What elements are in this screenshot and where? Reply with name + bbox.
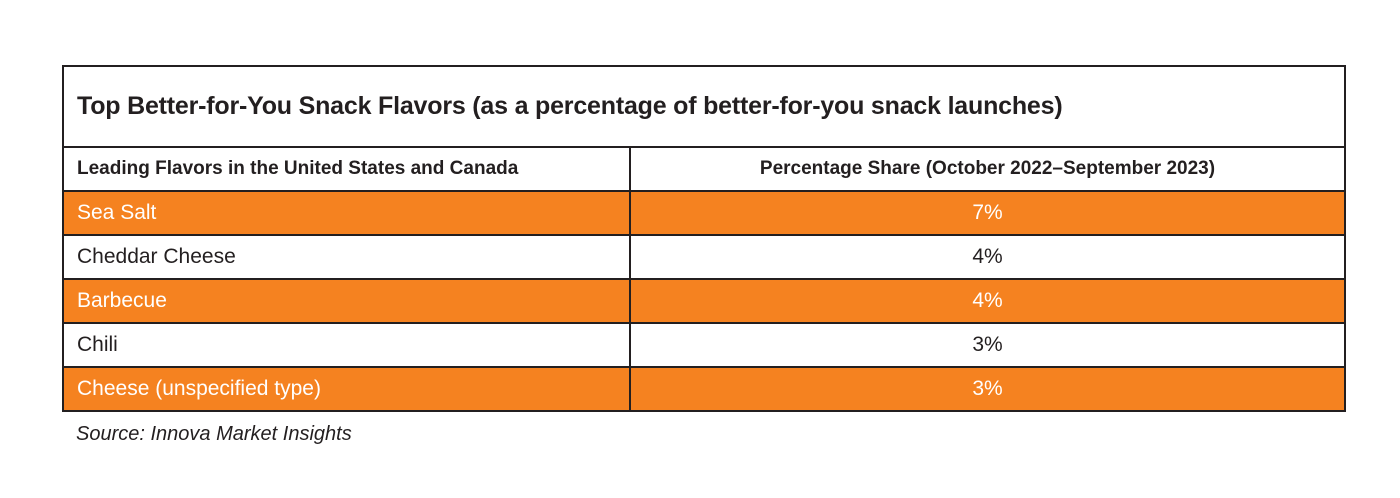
table-header-row: Leading Flavors in the United States and…	[64, 148, 1344, 192]
table-title-bar: Top Better-for-You Snack Flavors (as a p…	[64, 67, 1344, 148]
table-row: Sea Salt 7%	[64, 192, 1344, 236]
flavor-cell: Barbecue	[77, 289, 167, 312]
table-title: Top Better-for-You Snack Flavors (as a p…	[77, 92, 1063, 120]
share-cell: 3%	[629, 324, 1344, 366]
flavor-cell: Chili	[77, 333, 118, 356]
share-column-header: Percentage Share (October 2022–September…	[629, 148, 1344, 190]
flavor-table-body: Sea Salt 7% Cheddar Cheese 4% Barbecue 4% Chil…	[64, 192, 1344, 410]
table-row: Chili 3%	[64, 324, 1344, 368]
snack-flavors-table: Top Better-for-You Snack Flavors (as a p…	[62, 65, 1346, 412]
source-attribution: Source: Innova Market Insights	[76, 423, 352, 445]
share-cell: 4%	[629, 280, 1344, 322]
share-cell: 4%	[629, 236, 1344, 278]
flavor-column-header: Leading Flavors in the United States and…	[77, 158, 519, 179]
flavor-cell: Cheese (unspecified type)	[77, 377, 321, 400]
table-row: Barbecue 4%	[64, 280, 1344, 324]
share-cell: 7%	[629, 192, 1344, 234]
flavor-cell: Cheddar Cheese	[77, 245, 236, 268]
table-row: Cheese (unspecified type) 3%	[64, 368, 1344, 410]
share-cell: 3%	[629, 368, 1344, 410]
flavor-cell: Sea Salt	[77, 201, 157, 224]
table-row: Cheddar Cheese 4%	[64, 236, 1344, 280]
